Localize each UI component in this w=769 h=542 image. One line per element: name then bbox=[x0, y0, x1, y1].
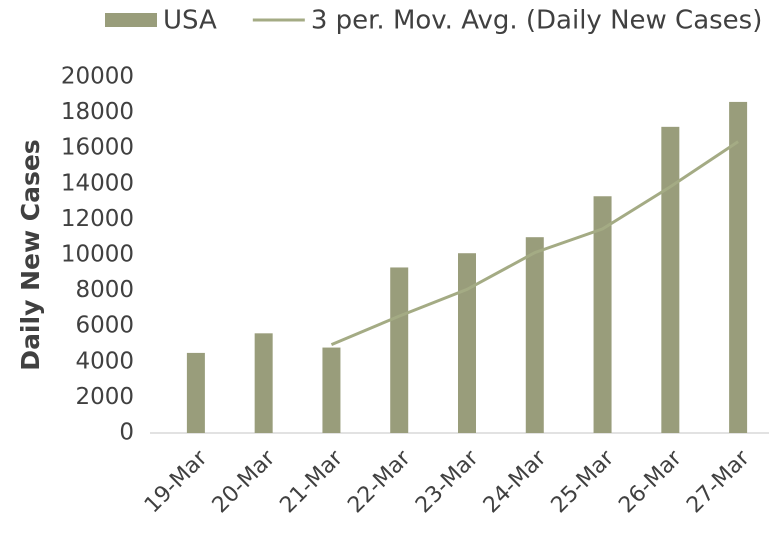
bar bbox=[593, 196, 612, 433]
bar bbox=[322, 347, 341, 433]
y-tick-label: 16000 bbox=[61, 135, 134, 161]
y-tick-label: 2000 bbox=[75, 384, 134, 410]
bar bbox=[186, 352, 205, 433]
bar bbox=[525, 237, 544, 433]
y-tick-label: 18000 bbox=[61, 99, 134, 125]
x-tick-label: 24-Mar bbox=[479, 445, 552, 518]
bar bbox=[729, 101, 748, 434]
legend-swatch bbox=[105, 13, 157, 27]
x-tick-label: 27-Mar bbox=[682, 445, 755, 518]
y-tick-label: 4000 bbox=[75, 348, 134, 374]
bar bbox=[390, 267, 409, 433]
legend-label: USA bbox=[163, 6, 217, 36]
x-tick-label: 22-Mar bbox=[343, 445, 416, 518]
y-tick-label: 12000 bbox=[61, 206, 134, 232]
y-tick-label: 0 bbox=[119, 420, 134, 446]
bar bbox=[661, 126, 680, 433]
x-tick-label: 20-Mar bbox=[208, 445, 281, 518]
y-tick-label: 8000 bbox=[75, 277, 134, 303]
bar bbox=[254, 333, 273, 433]
x-tick-label: 21-Mar bbox=[275, 445, 348, 518]
x-tick-label: 26-Mar bbox=[614, 445, 687, 518]
x-tick-label: 23-Mar bbox=[411, 445, 484, 518]
moving-average-line bbox=[330, 140, 739, 346]
y-tick-label: 14000 bbox=[61, 170, 134, 196]
y-tick-label: 6000 bbox=[75, 313, 134, 339]
x-tick-label: 19-Mar bbox=[140, 445, 213, 518]
legend-label: 3 per. Mov. Avg. (Daily New Cases) bbox=[311, 6, 763, 36]
y-tick-label: 10000 bbox=[61, 242, 134, 268]
y-axis-label: Daily New Cases bbox=[16, 139, 45, 370]
bar bbox=[458, 253, 476, 433]
y-tick-label: 20000 bbox=[61, 64, 134, 90]
x-tick-label: 25-Mar bbox=[547, 445, 620, 518]
